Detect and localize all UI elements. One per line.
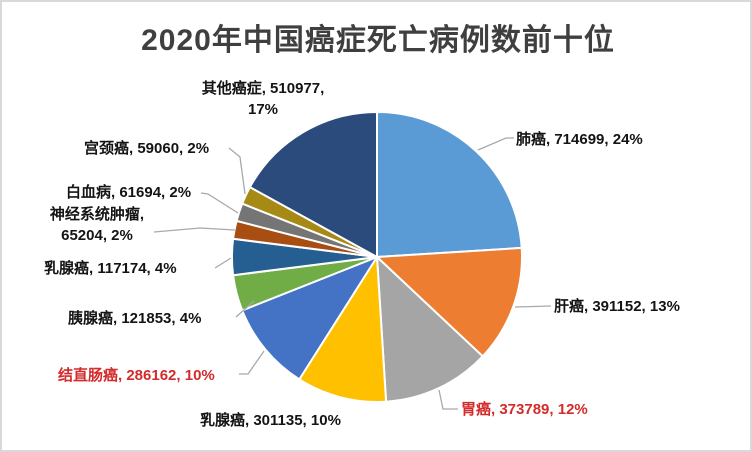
leader-line-stomach — [438, 389, 458, 410]
slice-label-nervous-system: 神经系统肿瘤, 65204, 2% — [38, 204, 156, 246]
slice-label-other-line2: 17% — [247, 101, 279, 118]
slice-label-lung: 肺癌, 714699, 24% — [516, 131, 643, 148]
slice-label-other: 其他癌症, 510977, 17% — [170, 78, 356, 120]
slice-label-stomach: 胃癌, 373789, 12% — [461, 401, 588, 418]
pie-slice-liver — [376, 246, 523, 358]
leader-line-breast-left — [214, 257, 232, 269]
leader-line-nervous — [153, 227, 236, 233]
slice-label-breast-2: 乳腺癌, 301135, 10% — [200, 412, 341, 429]
slice-label-cervical: 宫颈癌, 59060, 2% — [84, 140, 210, 157]
leader-line-leukemia — [200, 192, 239, 214]
leader-line-lung — [477, 137, 514, 151]
slice-label-other-line1: 其他癌症, 510977, — [201, 80, 325, 97]
pie-slice-colorectal — [241, 256, 378, 381]
slice-label-breast: 乳腺癌, 117174, 4% — [44, 260, 177, 277]
leader-line-cervical — [228, 147, 246, 195]
slice-label-leukemia: 白血病, 61694, 2% — [66, 184, 192, 201]
leader-line-pancreatic — [235, 300, 255, 318]
slice-label-pancreatic: 胰腺癌, 121853, 4% — [68, 310, 202, 327]
pie-slice-lung — [376, 111, 523, 258]
pie-slice-other — [248, 111, 378, 258]
slice-label-colorectal: 结直肠癌, 286162, 10% — [58, 367, 215, 384]
slice-label-nervous-line1: 神经系统肿瘤, — [49, 206, 145, 223]
pie-slice-breast-bottom — [298, 256, 388, 403]
slice-label-liver: 肝癌, 391152, 13% — [554, 298, 680, 315]
leader-line-liver — [514, 305, 552, 308]
leader-line-colorectal — [239, 350, 265, 375]
pie-slice-stomach — [376, 256, 484, 403]
chart-title: 2020年中国癌症死亡病例数前十位 — [141, 24, 615, 57]
slice-label-nervous-line2: 65204, 2% — [61, 227, 133, 244]
